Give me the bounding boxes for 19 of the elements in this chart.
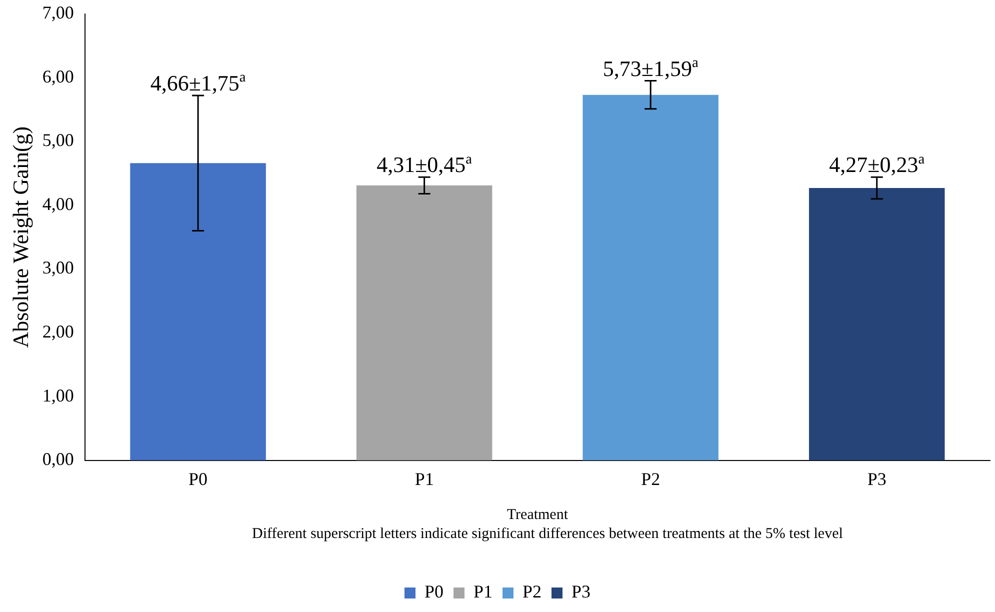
y-tick-label: 6,00 [42, 66, 74, 86]
y-tick-label: 2,00 [42, 322, 74, 342]
legend-label: P0 [424, 582, 444, 602]
y-tick-label: 5,00 [42, 130, 74, 150]
x-tick-label: P0 [188, 468, 208, 489]
y-tick-label: 4,00 [42, 194, 74, 214]
x-tick-label: P1 [414, 468, 434, 489]
y-axis-title: Absolute Weight Gain(g) [8, 126, 33, 348]
x-axis-title: Treatment [506, 506, 569, 523]
legend-label: P2 [522, 582, 542, 602]
x-tick-label: P3 [867, 468, 886, 489]
text: Different superscript letters indicate significant differences between treatments at the 5% test level [252, 526, 843, 542]
x-tick-label: P2 [641, 468, 660, 489]
legend-label: P1 [473, 582, 493, 602]
y-tick-label: 7,00 [42, 2, 74, 23]
legend-label: P3 [572, 582, 591, 602]
y-tick-label: 1,00 [42, 385, 74, 406]
y-tick-label: 3,00 [42, 258, 74, 278]
y-tick-label: 0,00 [42, 449, 74, 470]
